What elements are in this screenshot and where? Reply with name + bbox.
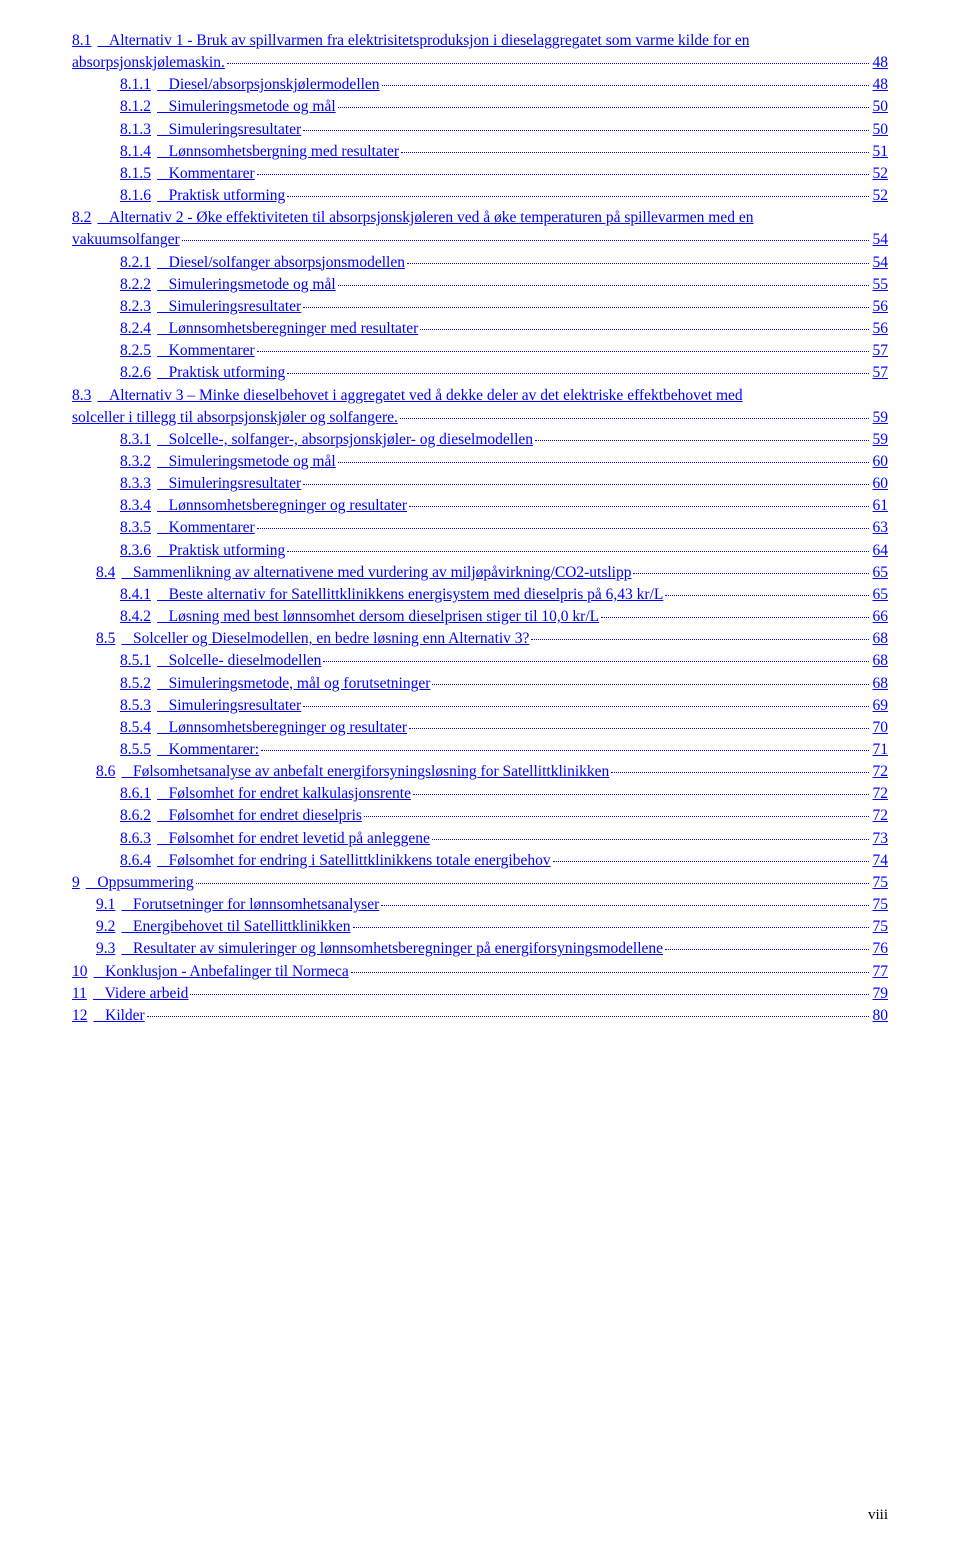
toc-entry[interactable]: 8.1 Alternativ 1 - Bruk av spillvarmen f… — [72, 30, 888, 52]
toc-entry[interactable]: 8.2.2 Simuleringsmetode og mål55 — [72, 274, 888, 296]
toc-entry[interactable]: 11 Videre arbeid79 — [72, 983, 888, 1005]
toc-entry[interactable]: 8.3.5 Kommentarer63 — [72, 517, 888, 539]
toc-entry[interactable]: 8.1.1 Diesel/absorpsjonskjølermodellen48 — [72, 74, 888, 96]
toc-entry[interactable]: 8.2.3 Simuleringsresultater56 — [72, 296, 888, 318]
page-number: viii — [868, 1507, 888, 1524]
toc-entry[interactable]: 8.3 Alternativ 3 – Minke dieselbehovet i… — [72, 385, 888, 407]
table-of-contents: 8.1 Alternativ 1 - Bruk av spillvarmen f… — [72, 30, 888, 1027]
toc-entry[interactable]: 8.6.1 Følsomhet for endret kalkulasjonsr… — [72, 783, 888, 805]
toc-entry[interactable]: 8.4.2 Løsning med best lønnsomhet dersom… — [72, 606, 888, 628]
toc-entry[interactable]: 8.5 Solceller og Dieselmodellen, en bedr… — [72, 628, 888, 650]
toc-entry[interactable]: 9.3 Resultater av simuleringer og lønnso… — [72, 938, 888, 960]
toc-entry[interactable]: 10 Konklusjon - Anbefalinger til Normeca… — [72, 961, 888, 983]
toc-entry[interactable]: 8.6.3 Følsomhet for endret levetid på an… — [72, 828, 888, 850]
toc-entry[interactable]: 8.4 Sammenlikning av alternativene med v… — [72, 562, 888, 584]
toc-entry[interactable]: 8.5.5 Kommentarer:71 — [72, 739, 888, 761]
toc-entry[interactable]: 8.6.4 Følsomhet for endring i Satellittk… — [72, 850, 888, 872]
toc-entry[interactable]: 8.2.1 Diesel/solfanger absorpsjonsmodell… — [72, 252, 888, 274]
toc-entry-continuation[interactable]: vakuumsolfanger54 — [72, 229, 888, 251]
toc-entry[interactable]: 8.6.2 Følsomhet for endret dieselpris72 — [72, 805, 888, 827]
toc-entry[interactable]: 9 Oppsummering75 — [72, 872, 888, 894]
toc-entry[interactable]: 8.3.3 Simuleringsresultater60 — [72, 473, 888, 495]
toc-entry[interactable]: 8.5.1 Solcelle- dieselmodellen68 — [72, 650, 888, 672]
toc-entry[interactable]: 8.1.4 Lønnsomhetsbergning med resultater… — [72, 141, 888, 163]
toc-entry[interactable]: 9.2 Energibehovet til Satellittklinikken… — [72, 916, 888, 938]
toc-entry[interactable]: 8.4.1 Beste alternativ for Satellittklin… — [72, 584, 888, 606]
toc-entry-continuation[interactable]: absorpsjonskjølemaskin.48 — [72, 52, 888, 74]
toc-entry-continuation[interactable]: solceller i tillegg til absorpsjonskjøle… — [72, 407, 888, 429]
toc-entry[interactable]: 8.1.2 Simuleringsmetode og mål50 — [72, 96, 888, 118]
toc-entry[interactable]: 8.3.2 Simuleringsmetode og mål60 — [72, 451, 888, 473]
toc-entry[interactable]: 8.1.3 Simuleringsresultater50 — [72, 119, 888, 141]
toc-entry[interactable]: 8.3.4 Lønnsomhetsberegninger og resultat… — [72, 495, 888, 517]
toc-entry[interactable]: 9.1 Forutsetninger for lønnsomhetsanalys… — [72, 894, 888, 916]
toc-entry[interactable]: 8.3.6 Praktisk utforming64 — [72, 540, 888, 562]
toc-entry[interactable]: 8.2.4 Lønnsomhetsberegninger med resulta… — [72, 318, 888, 340]
toc-entry[interactable]: 8.5.4 Lønnsomhetsberegninger og resultat… — [72, 717, 888, 739]
toc-entry[interactable]: 8.1.6 Praktisk utforming52 — [72, 185, 888, 207]
document-page: 8.1 Alternativ 1 - Bruk av spillvarmen f… — [0, 0, 960, 1554]
toc-entry[interactable]: 8.5.3 Simuleringsresultater69 — [72, 695, 888, 717]
toc-entry[interactable]: 12 Kilder80 — [72, 1005, 888, 1027]
toc-entry[interactable]: 8.5.2 Simuleringsmetode, mål og forutset… — [72, 673, 888, 695]
toc-entry[interactable]: 8.2.5 Kommentarer57 — [72, 340, 888, 362]
toc-entry[interactable]: 8.6 Følsomhetsanalyse av anbefalt energi… — [72, 761, 888, 783]
toc-entry[interactable]: 8.2 Alternativ 2 - Øke effektiviteten ti… — [72, 207, 888, 229]
toc-entry[interactable]: 8.1.5 Kommentarer52 — [72, 163, 888, 185]
toc-entry[interactable]: 8.2.6 Praktisk utforming57 — [72, 362, 888, 384]
toc-entry[interactable]: 8.3.1 Solcelle-, solfanger-, absorpsjons… — [72, 429, 888, 451]
